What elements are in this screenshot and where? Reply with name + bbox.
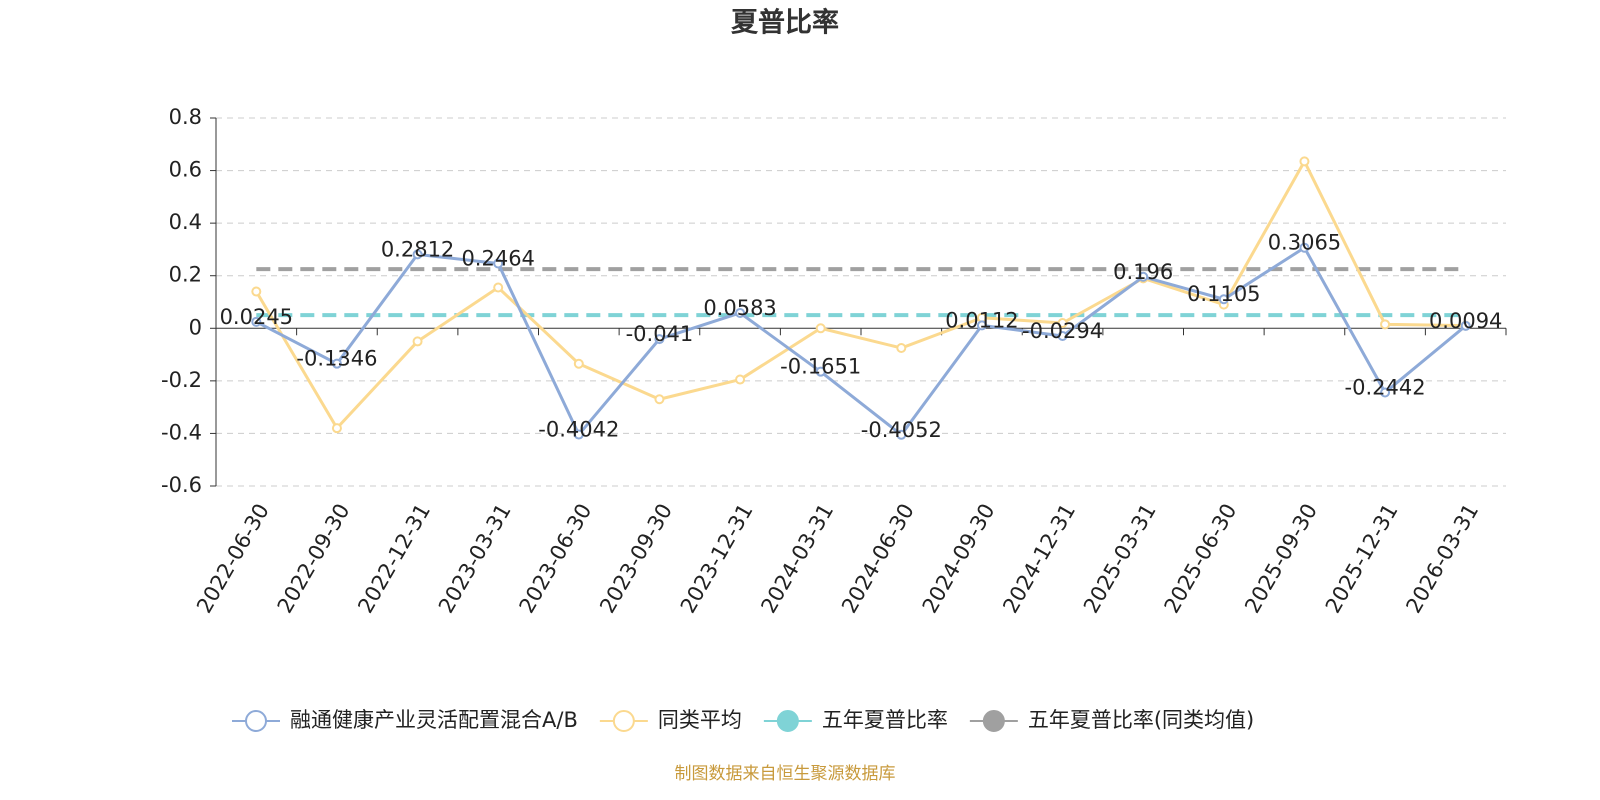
data-label: -0.1346: [296, 347, 377, 371]
point: [815, 366, 826, 377]
data-label: 0.196: [1113, 260, 1173, 284]
source-note: 制图数据来自恒生聚源数据库: [675, 764, 896, 784]
point: [331, 358, 342, 369]
data-label: 0.1105: [1187, 282, 1260, 306]
legend-item: 融通健康产业灵活配置混合A/B: [232, 708, 578, 732]
point: [331, 423, 342, 434]
point: [412, 336, 423, 347]
point: [976, 320, 987, 331]
data-label: 0.2812: [381, 237, 454, 261]
legend-label: 五年夏普比率(同类均值): [1028, 708, 1254, 732]
point: [1057, 318, 1068, 329]
x-tick-label: 2025-09-30: [1240, 500, 1322, 618]
y-tick-label: 0.2: [169, 263, 202, 287]
legend-item: 五年夏普比率(同类均值): [969, 708, 1254, 732]
point: [1460, 320, 1471, 331]
series-line: [255, 245, 1467, 438]
x-tick-label: 2024-09-30: [918, 500, 1000, 618]
data-label: -0.4042: [538, 418, 619, 442]
x-tick-label: 2026-03-31: [1401, 500, 1483, 618]
x-tick-label: 2023-09-30: [595, 500, 677, 618]
x-tick-label: 2025-06-30: [1160, 500, 1242, 618]
legend-label: 融通健康产业灵活配置混合A/B: [290, 708, 578, 732]
point: [1057, 331, 1068, 342]
x-tick-label: 2023-06-30: [515, 500, 597, 618]
data-label: 0.0112: [945, 308, 1018, 332]
data-label: 0.2464: [461, 247, 534, 271]
data-label: -0.0294: [1022, 319, 1103, 343]
x-tick-label: 2024-03-31: [756, 500, 838, 618]
data-label: -0.4052: [861, 418, 942, 442]
y-tick-label: -0.4: [161, 420, 202, 444]
x-tick-label: 2022-09-30: [273, 500, 355, 618]
legend-marker: [612, 710, 635, 732]
x-tick-label: 2025-03-31: [1079, 500, 1161, 618]
point: [1218, 294, 1229, 305]
point: [1380, 319, 1391, 330]
x-tick-label: 2024-12-31: [998, 500, 1080, 618]
point: [896, 343, 907, 353]
x-tick-label: 2022-12-31: [353, 500, 435, 618]
point: [896, 429, 907, 440]
legend-marker: [245, 710, 267, 732]
point: [1380, 387, 1391, 398]
point: [493, 258, 504, 269]
x-tick-label: 2022-06-30: [192, 500, 274, 618]
data-label: 0.0245: [220, 305, 293, 329]
y-tick-label: 0.6: [169, 158, 202, 182]
x-tick-label: 2025-12-31: [1321, 500, 1403, 618]
point: [735, 374, 746, 385]
legend-label: 同类平均: [658, 708, 742, 732]
legend-item: 同类平均: [599, 708, 742, 732]
point: [493, 282, 504, 293]
point: [573, 429, 584, 440]
data-label: 0.0094: [1429, 309, 1502, 333]
x-tick-label: 2023-12-31: [676, 500, 758, 618]
x-tick-label: 2023-03-31: [434, 500, 516, 618]
data-label: -0.041: [626, 322, 694, 346]
chart-title: 夏普比率: [731, 7, 839, 39]
legend-marker: [776, 710, 799, 732]
series-line: [255, 158, 1466, 431]
point: [735, 307, 746, 318]
point: [654, 334, 665, 345]
y-tick-label: 0.4: [169, 210, 202, 234]
data-label: 0.0583: [703, 296, 776, 320]
data-label: 0.3065: [1268, 231, 1341, 255]
legend-label: 五年夏普比率: [822, 708, 948, 732]
point: [1299, 156, 1310, 167]
point: [1299, 242, 1310, 253]
point: [815, 323, 826, 334]
y-tick-label: -0.6: [161, 473, 202, 497]
point: [1138, 271, 1149, 282]
y-tick-label: 0.8: [169, 105, 202, 129]
y-tick-label: 0: [189, 315, 202, 339]
point: [251, 316, 262, 327]
data-label: -0.1651: [780, 355, 861, 379]
y-tick-label: -0.2: [161, 368, 202, 392]
point: [654, 394, 665, 405]
point: [251, 286, 262, 297]
point: [412, 249, 423, 260]
legend-item: 五年夏普比率: [763, 708, 948, 732]
x-tick-label: 2024-06-30: [837, 500, 919, 618]
point: [573, 358, 584, 369]
data-label: -0.2442: [1345, 375, 1426, 399]
legend-marker: [982, 710, 1005, 732]
